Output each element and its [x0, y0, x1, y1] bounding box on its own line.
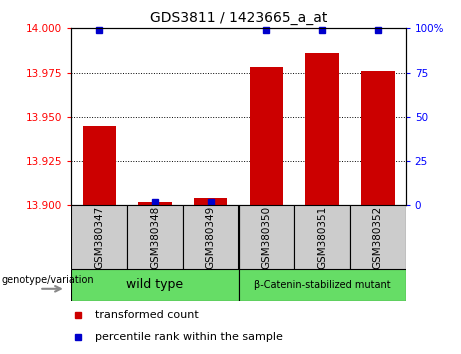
Text: genotype/variation: genotype/variation: [1, 275, 94, 285]
Text: GSM380350: GSM380350: [261, 206, 272, 269]
Bar: [71, 269, 239, 301]
Bar: [238, 269, 406, 301]
Bar: [127, 205, 183, 269]
Text: GSM380348: GSM380348: [150, 206, 160, 269]
Bar: [305, 53, 339, 205]
Bar: [294, 205, 350, 269]
Bar: [138, 202, 171, 205]
Text: GSM380349: GSM380349: [206, 206, 216, 269]
Bar: [350, 205, 406, 269]
Bar: [194, 198, 227, 205]
Bar: [250, 67, 283, 205]
Bar: [238, 205, 294, 269]
Text: transformed count: transformed count: [95, 309, 199, 320]
Bar: [83, 126, 116, 205]
Text: GSM380352: GSM380352: [373, 206, 383, 269]
Text: wild type: wild type: [126, 279, 183, 291]
Title: GDS3811 / 1423665_a_at: GDS3811 / 1423665_a_at: [150, 11, 327, 24]
Bar: [183, 205, 238, 269]
Text: GSM380351: GSM380351: [317, 206, 327, 269]
Text: β-Catenin-stabilized mutant: β-Catenin-stabilized mutant: [254, 280, 390, 290]
Text: percentile rank within the sample: percentile rank within the sample: [95, 332, 283, 342]
Bar: [361, 71, 395, 205]
Bar: [71, 205, 127, 269]
Text: GSM380347: GSM380347: [95, 206, 104, 269]
